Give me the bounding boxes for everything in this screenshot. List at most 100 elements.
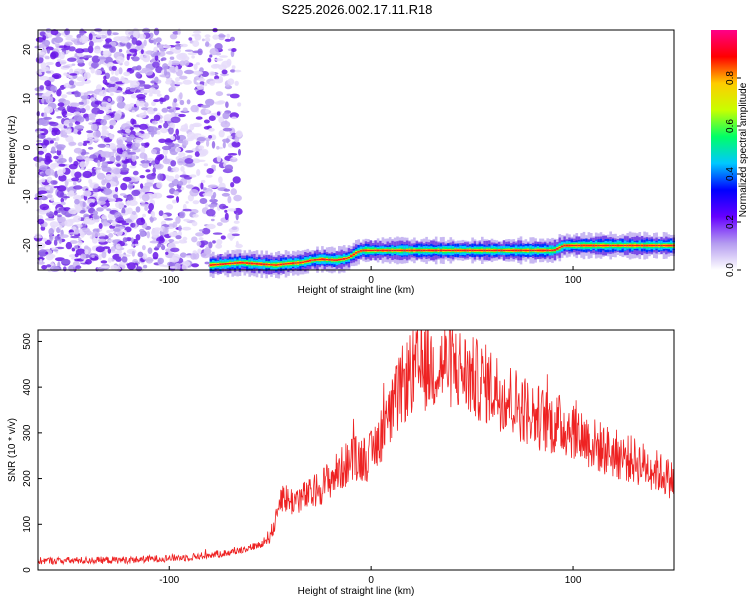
snr-frame	[37, 329, 675, 571]
heatmap-cell	[39, 258, 43, 263]
heatmap-cell	[100, 50, 104, 56]
heatmap-cell	[226, 33, 230, 38]
heatmap-cell	[225, 101, 229, 108]
heatmap-cell	[184, 158, 194, 164]
heatmap-cell	[106, 219, 114, 223]
heatmap-cell	[152, 61, 160, 68]
heatmap-cell	[340, 258, 344, 260]
heatmap-cell	[212, 34, 220, 40]
heatmap-cell	[38, 209, 48, 215]
y-tick-label: 0	[22, 567, 33, 573]
heatmap-cell	[99, 196, 109, 201]
heatmap-cell	[106, 182, 111, 189]
heatmap-cell	[100, 118, 107, 126]
heatmap-cell	[116, 95, 123, 103]
heatmap-cell	[139, 175, 146, 179]
heatmap-cell	[77, 240, 83, 245]
heatmap-cell	[164, 218, 174, 221]
heatmap-cell	[45, 91, 52, 97]
heatmap-cell	[73, 160, 79, 167]
heatmap-cell	[464, 249, 467, 252]
heatmap-cell	[37, 199, 43, 206]
heatmap-cell	[61, 258, 71, 265]
heatmap-cell	[112, 149, 117, 154]
heatmap-cell	[174, 262, 181, 271]
heatmap-cell	[517, 249, 520, 252]
heatmap-cell	[207, 184, 218, 189]
heatmap-cell	[182, 139, 189, 146]
heatmap-cell	[434, 249, 438, 252]
heatmap-cell	[396, 249, 399, 252]
heatmap-cell	[100, 59, 104, 65]
colorbar-tick-label: 0.2	[725, 215, 736, 229]
heatmap-cell	[178, 231, 182, 237]
heatmap-cell	[505, 249, 508, 251]
heatmap-cell	[565, 244, 569, 247]
heatmap-cell	[102, 188, 113, 195]
heatmap-cell	[170, 60, 181, 66]
heatmap-cell	[325, 259, 329, 261]
heatmap-cell	[131, 210, 137, 216]
heatmap-cell	[191, 124, 200, 127]
heatmap-cell	[100, 152, 107, 158]
heatmap-cell	[206, 223, 216, 230]
heatmap-cell	[197, 48, 203, 56]
heatmap-cell	[184, 69, 194, 75]
heatmap-cell	[49, 265, 60, 272]
heatmap-cell	[175, 135, 181, 141]
heatmap-cell	[179, 211, 186, 219]
heatmap-cell	[222, 141, 226, 149]
heatmap-cell	[159, 74, 170, 78]
heatmap-cell	[70, 102, 80, 108]
heatmap-cell	[182, 208, 192, 212]
heatmap-cell	[50, 52, 57, 60]
heatmap-cell	[250, 262, 254, 265]
heatmap-cell	[227, 195, 232, 204]
heatmap-cell	[226, 58, 232, 66]
heatmap-cell	[128, 151, 137, 155]
heatmap-cell	[107, 248, 112, 254]
heatmap-cell	[35, 130, 45, 134]
heatmap-cell	[98, 236, 109, 240]
heatmap-cell	[153, 27, 160, 36]
heatmap-cell	[318, 258, 322, 261]
heatmap-cell	[183, 240, 188, 244]
heatmap-cell	[70, 235, 80, 239]
heatmap-cell	[379, 249, 382, 252]
heatmap-cell	[56, 89, 62, 97]
heatmap-cell	[230, 182, 235, 188]
heatmap-cell	[194, 151, 200, 157]
heatmap-cell	[123, 71, 131, 77]
heatmap-cell	[140, 183, 144, 189]
heatmap-cell	[56, 185, 67, 192]
heatmap-cell	[189, 189, 199, 197]
heatmap-cell	[199, 240, 209, 246]
heatmap-cell	[155, 37, 162, 43]
heatmap-cell	[141, 67, 151, 72]
heatmap-cell	[138, 112, 147, 119]
heatmap-cell	[338, 258, 341, 261]
heatmap-cell	[497, 249, 501, 252]
heatmap-cell	[68, 156, 73, 163]
heatmap-cell	[243, 262, 247, 264]
heatmap-cell	[602, 244, 605, 247]
heatmap-cell	[131, 37, 138, 45]
heatmap-cell	[146, 231, 150, 239]
heatmap-cell	[110, 264, 119, 271]
heatmap-cell	[142, 54, 151, 63]
heatmap-cell	[146, 173, 156, 180]
heatmap-cell	[643, 244, 646, 247]
heatmap-cell	[153, 107, 158, 112]
heatmap-cell	[143, 153, 148, 162]
heatmap-cell	[575, 244, 579, 247]
heatmap-cell	[83, 140, 91, 144]
heatmap-cell	[135, 234, 141, 241]
heatmap-cell	[73, 185, 83, 190]
heatmap-cell	[415, 249, 419, 252]
heatmap-cell	[160, 58, 164, 62]
heatmap-cell	[279, 263, 283, 266]
heatmap-cell	[73, 181, 77, 186]
heatmap-cell	[69, 240, 78, 244]
heatmap-cell	[665, 244, 668, 247]
